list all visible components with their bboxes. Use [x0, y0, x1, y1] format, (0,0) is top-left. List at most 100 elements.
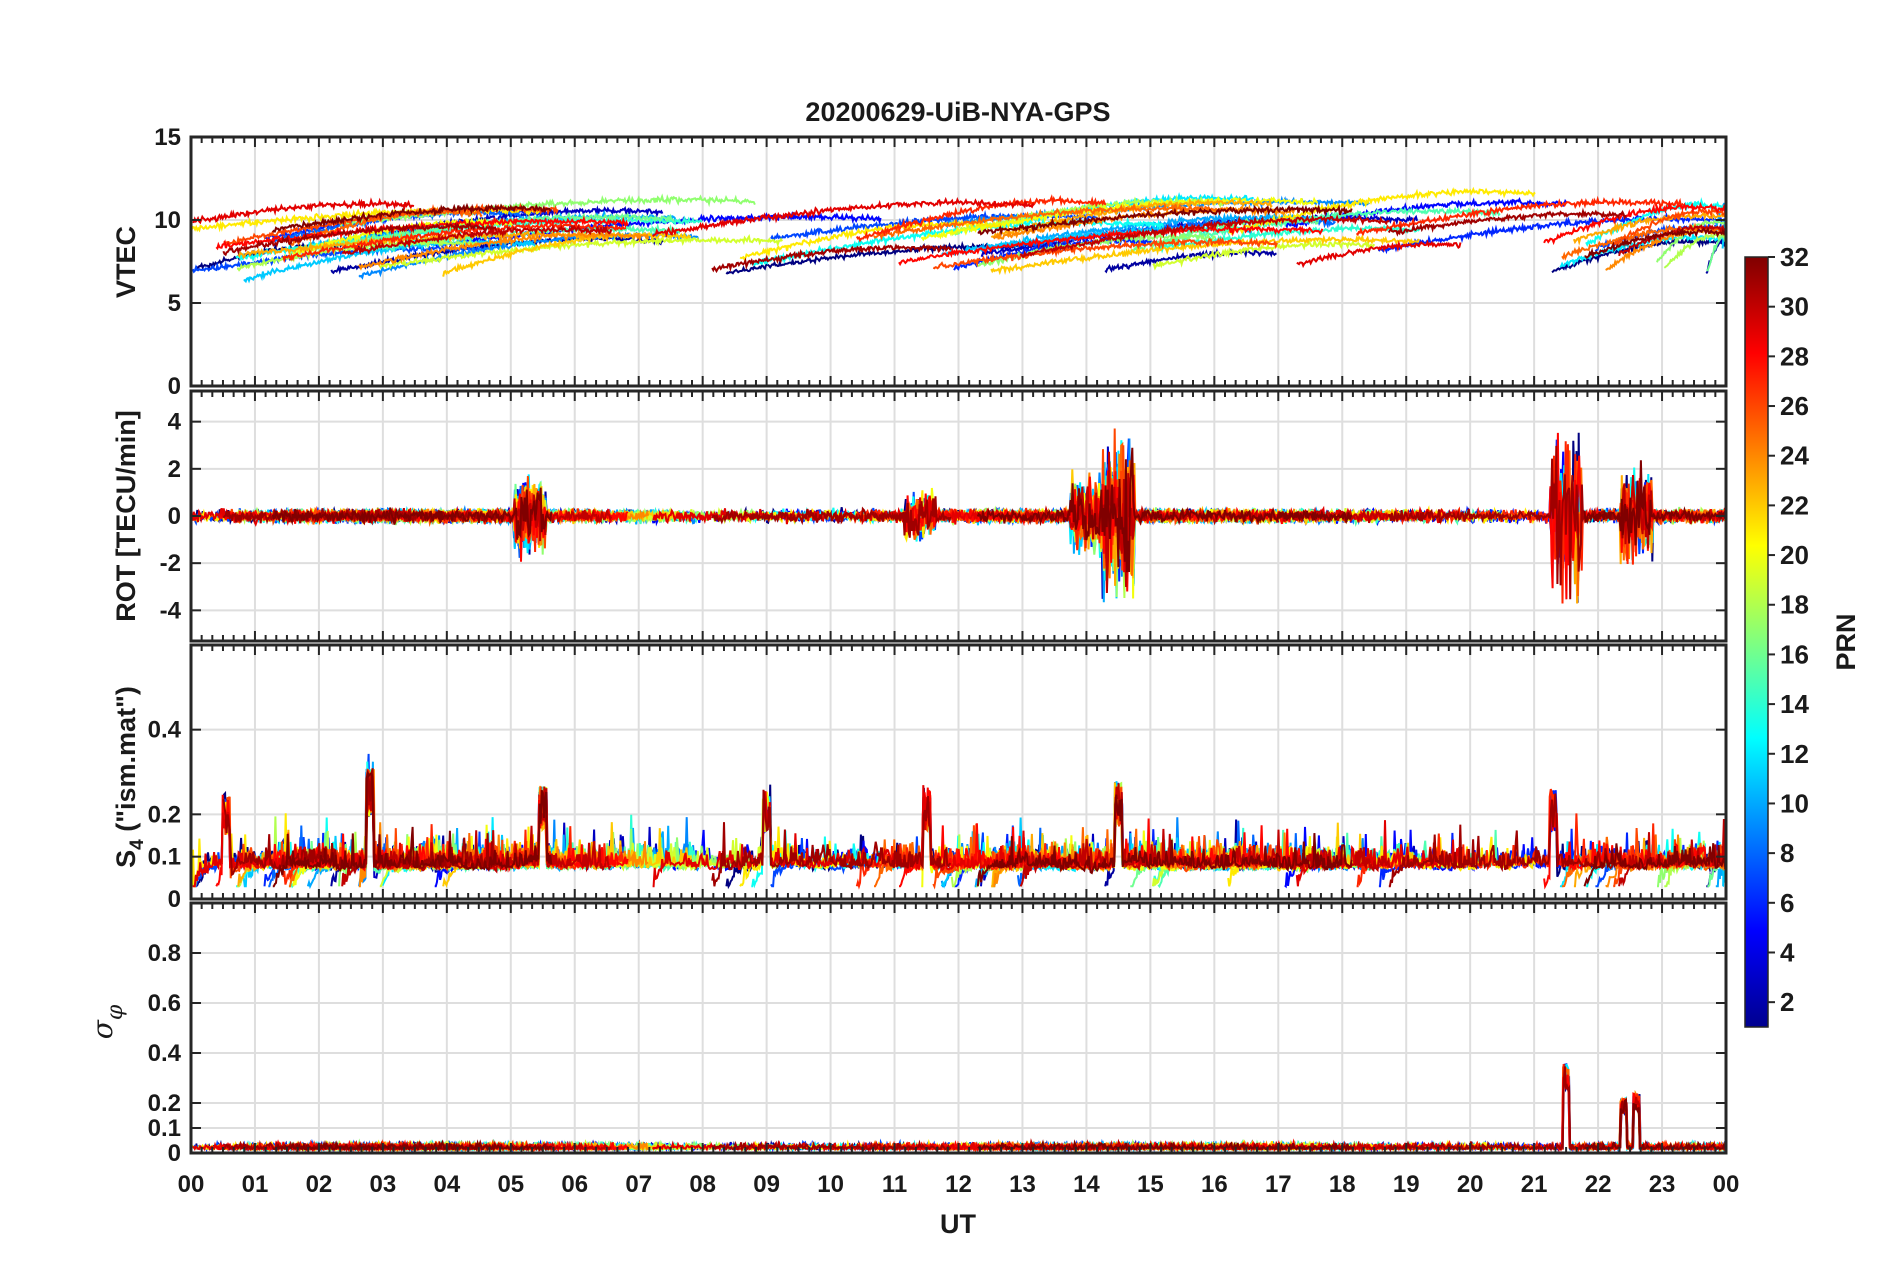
series-line [976, 447, 1353, 573]
series-line [855, 194, 1107, 243]
series-line [1355, 195, 1684, 237]
x-tick-label: 17 [1265, 1171, 1292, 1198]
colorbar-tick-label: 10 [1780, 788, 1809, 818]
series-line [1594, 1097, 1726, 1153]
y-tick-label: -4 [160, 597, 182, 624]
x-tick-label: 08 [689, 1171, 716, 1198]
y-tick-label: 5 [168, 290, 181, 317]
colorbar-tick-label: 12 [1780, 739, 1809, 769]
sigma_phi-series [191, 1063, 1726, 1153]
y-tick-label: 2 [168, 456, 181, 483]
series-line [1130, 464, 1319, 536]
colorbar-tick-label: 30 [1780, 292, 1809, 322]
x-tick-label: 03 [370, 1171, 397, 1198]
x-tick-label: 11 [882, 1171, 907, 1198]
rot-axis-label: ROT [TECU/min] [111, 410, 141, 621]
colorbar-tick-label: 28 [1780, 341, 1809, 371]
series-line [1377, 1063, 1726, 1153]
series-line [770, 797, 1097, 888]
series-line [1296, 239, 1462, 269]
vtec-series [191, 186, 1726, 284]
sigma-phi-panel: 00.10.2 0.4 0.6 0.8 [148, 901, 1728, 1167]
series-line [725, 240, 1070, 275]
series-line [976, 794, 1353, 887]
colorbar-gradient [1744, 256, 1769, 1028]
x-tick-label: 00 [1713, 1171, 1740, 1198]
series-line [1019, 214, 1390, 258]
series-line [1572, 209, 1726, 246]
series-line [739, 218, 1003, 262]
colorbar-tick-label: 24 [1780, 441, 1809, 471]
series-line [1561, 1066, 1726, 1152]
series-line [215, 490, 629, 562]
series-line [873, 201, 1228, 241]
series-line [338, 193, 756, 230]
x-tick-label: 22 [1585, 1171, 1612, 1198]
series-line [1612, 1097, 1726, 1153]
colorbar-tick-label: 32 [1780, 242, 1809, 272]
colorbar-tick-label: 4 [1780, 937, 1795, 967]
series-line [1612, 205, 1726, 247]
x-tick-label: 01 [242, 1171, 269, 1198]
x-tick-label: 13 [1009, 1171, 1036, 1198]
x-tick-label: 18 [1329, 1171, 1356, 1198]
s4-panel: 0 0.1 0.2 0.4 [148, 643, 1728, 913]
y-tick-label: 10 [154, 207, 181, 234]
series-line [1387, 207, 1627, 237]
gridlines [190, 903, 1727, 1154]
series-line [442, 229, 692, 277]
series-line [1227, 186, 1536, 236]
y-tick-label: 0 [168, 373, 181, 400]
x-minor-ticks [190, 137, 1727, 386]
series-line [1284, 1074, 1567, 1153]
y-tick-label: 0.4 [148, 717, 182, 744]
x-tick-label: 10 [817, 1171, 844, 1198]
y-tick-label: 0.1 [148, 844, 181, 871]
x-minor-ticks [190, 645, 1727, 899]
series-line [272, 202, 552, 233]
series-line [1584, 227, 1726, 260]
colorbar-tick-label: 18 [1780, 590, 1809, 620]
sigma-phi-axis-label-main: σ [86, 1019, 119, 1039]
series-line [977, 203, 1353, 237]
y-tick-label: -2 [160, 550, 181, 577]
y-tick-label: 0.6 [148, 990, 181, 1017]
x-tick-label: 06 [561, 1171, 588, 1198]
sigma-phi-axis-label-sub: φ [103, 1004, 128, 1020]
series-line [1019, 783, 1391, 887]
series-line [1585, 1094, 1726, 1153]
series-line [1583, 460, 1726, 546]
series-line [192, 197, 415, 225]
colorbar-tick-label: 14 [1780, 689, 1809, 719]
series-line [341, 777, 612, 887]
x-minor-ticks [190, 903, 1727, 1153]
series-line [977, 1139, 1353, 1153]
x-tick-label: 16 [1201, 1171, 1228, 1198]
series-line [378, 234, 783, 270]
x-tick-label: 02 [306, 1171, 333, 1198]
s4-series [191, 753, 1726, 890]
series-line [1583, 843, 1726, 887]
s4-axis-label-sub: 4 [127, 839, 148, 850]
colorbar-tick-label: 26 [1780, 391, 1809, 421]
series-line [1543, 1073, 1726, 1153]
y-tick-label: 0.8 [148, 940, 181, 967]
chart-title: 20200629-UiB-NYA-GPS [805, 97, 1110, 127]
series-line [932, 236, 1278, 270]
x-axis-ticks: 00 01 02 03 04 05 06 07 08 09 10 11 12 13 14 15 16 17 18 19… [178, 1171, 1740, 1198]
y-tick-label: 0 [168, 1140, 181, 1167]
colorbar-tick-label: 8 [1780, 838, 1794, 868]
y-tick-label: 0.2 [148, 801, 181, 828]
x-tick-label: 05 [497, 1171, 524, 1198]
rot-panel: -4 -2 0 2 4 [160, 389, 1728, 643]
series-line [898, 223, 1324, 267]
colorbar-tick-label: 2 [1780, 987, 1794, 1017]
s4-axis-label: S4 ("ism.mat") [111, 686, 148, 868]
colorbar-label: PRN [1831, 613, 1861, 670]
series-line [711, 789, 952, 887]
x-tick-label: 14 [1073, 1171, 1100, 1198]
series-line [1152, 237, 1376, 271]
x-tick-label: 19 [1393, 1171, 1420, 1198]
